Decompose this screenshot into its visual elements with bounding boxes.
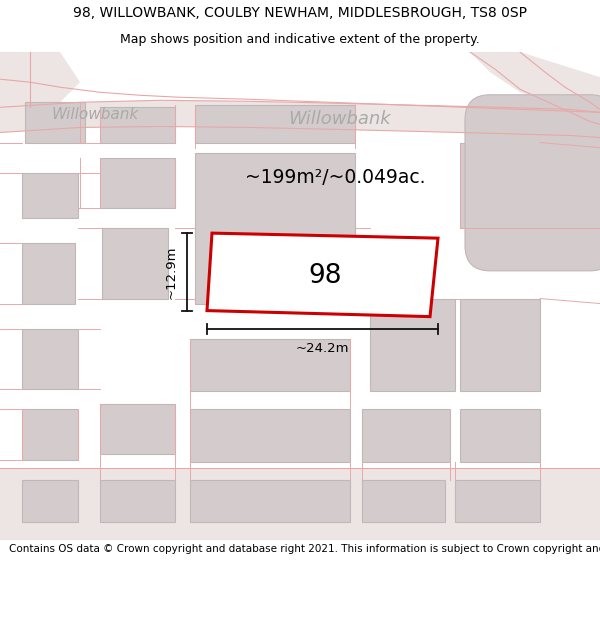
Polygon shape bbox=[460, 142, 545, 228]
Polygon shape bbox=[100, 479, 175, 522]
Polygon shape bbox=[190, 339, 350, 391]
FancyBboxPatch shape bbox=[465, 95, 600, 271]
Polygon shape bbox=[460, 409, 540, 461]
Polygon shape bbox=[22, 243, 75, 304]
Polygon shape bbox=[0, 468, 600, 540]
Polygon shape bbox=[100, 107, 175, 142]
Text: Willowbank: Willowbank bbox=[289, 111, 391, 128]
Polygon shape bbox=[460, 299, 540, 391]
Polygon shape bbox=[190, 479, 350, 522]
Polygon shape bbox=[0, 52, 30, 107]
Polygon shape bbox=[195, 106, 355, 142]
Polygon shape bbox=[190, 409, 350, 461]
Text: Map shows position and indicative extent of the property.: Map shows position and indicative extent… bbox=[120, 32, 480, 46]
Text: ~24.2m: ~24.2m bbox=[296, 342, 349, 355]
Text: Willowbank: Willowbank bbox=[52, 107, 139, 122]
Text: ~12.9m: ~12.9m bbox=[165, 245, 178, 299]
Polygon shape bbox=[22, 173, 78, 218]
Polygon shape bbox=[22, 329, 78, 389]
Polygon shape bbox=[100, 158, 175, 208]
Polygon shape bbox=[22, 409, 78, 459]
Polygon shape bbox=[470, 52, 600, 112]
Polygon shape bbox=[195, 152, 355, 304]
Polygon shape bbox=[0, 100, 600, 138]
Polygon shape bbox=[207, 233, 438, 317]
Polygon shape bbox=[102, 228, 168, 299]
Polygon shape bbox=[455, 479, 540, 522]
Polygon shape bbox=[22, 479, 78, 522]
Polygon shape bbox=[362, 409, 450, 461]
Text: 98, WILLOWBANK, COULBY NEWHAM, MIDDLESBROUGH, TS8 0SP: 98, WILLOWBANK, COULBY NEWHAM, MIDDLESBR… bbox=[73, 6, 527, 20]
Polygon shape bbox=[0, 52, 80, 107]
Text: ~199m²/~0.049ac.: ~199m²/~0.049ac. bbox=[245, 168, 425, 187]
Text: 98: 98 bbox=[308, 263, 342, 289]
Polygon shape bbox=[370, 299, 455, 391]
Polygon shape bbox=[100, 404, 175, 454]
Polygon shape bbox=[362, 479, 445, 522]
Text: Contains OS data © Crown copyright and database right 2021. This information is : Contains OS data © Crown copyright and d… bbox=[9, 544, 600, 554]
Polygon shape bbox=[25, 102, 85, 142]
